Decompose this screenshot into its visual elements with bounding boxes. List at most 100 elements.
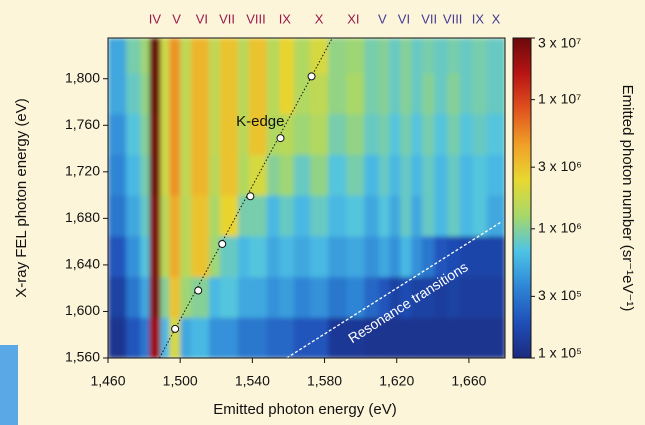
transition-label: VI [196, 11, 208, 26]
transition-label: VI [398, 11, 410, 26]
transition-label: V [172, 11, 181, 26]
heat-cell [108, 317, 127, 358]
colorbar-tick-label: 1 x 10⁷ [538, 90, 581, 106]
heat-cell [209, 38, 221, 74]
heat-cell [472, 195, 488, 237]
heat-cell [411, 72, 423, 115]
heat-cell [279, 195, 295, 237]
heat-cell [169, 113, 181, 155]
side-strip [0, 345, 18, 425]
k-edge-marker [276, 134, 285, 143]
heat-cell [248, 72, 268, 115]
heat-cell [378, 154, 391, 196]
transition-label: XI [347, 11, 359, 26]
heat-cell [108, 235, 127, 278]
colorbar-tick-label: 1 x 10⁵ [538, 345, 582, 361]
heat-cell [434, 276, 448, 318]
heat-cell [126, 113, 142, 155]
heat-cell [346, 317, 365, 358]
heat-cell [310, 195, 329, 237]
heat-cell [364, 317, 380, 358]
heat-cell [447, 38, 461, 74]
heat-cell [209, 154, 221, 196]
heat-cell [472, 317, 488, 358]
heat-cell [248, 38, 268, 74]
heat-cell [293, 195, 311, 237]
plot-frame [107, 37, 506, 359]
heat-cell [279, 235, 295, 278]
heat-cell [447, 235, 461, 278]
heat-cell [328, 154, 347, 196]
heat-cell [293, 154, 311, 196]
heat-cell [346, 113, 365, 155]
heat-cell [108, 195, 127, 237]
heat-cell [434, 195, 448, 237]
heat-cell [237, 38, 250, 74]
heat-cell [400, 113, 412, 155]
heat-cell [149, 72, 161, 115]
heat-cell [328, 113, 347, 155]
y-tick-label: 1,800 [65, 69, 100, 85]
heat-cell [191, 235, 210, 278]
heat-cell [421, 113, 436, 155]
overlay [158, 38, 502, 358]
heat-cell [169, 38, 181, 74]
heat-cell [160, 276, 170, 318]
heat-cell [140, 235, 151, 278]
heat-cell [140, 317, 151, 358]
heat-cell [364, 195, 380, 237]
y-tick-label: 1,720 [65, 163, 100, 179]
heat-cell [219, 113, 239, 155]
heat-cell [346, 38, 365, 74]
heat-cell [237, 317, 250, 358]
heat-cell [140, 276, 151, 318]
heat-cell [421, 195, 436, 237]
k-edge-marker [171, 324, 180, 333]
heat-cell [421, 276, 436, 318]
transition-label: VII [219, 11, 235, 26]
heat-cell [400, 38, 412, 74]
heat-cell [459, 195, 474, 237]
x-axis-label: Emitted photon energy (eV) [213, 401, 396, 418]
heat-cell [378, 195, 391, 237]
heat-cell [389, 113, 401, 155]
heat-cell [191, 154, 210, 196]
heat-cell [389, 317, 401, 358]
heat-cell [126, 154, 142, 196]
y-axis-label: X-ray FEL photon energy (eV) [13, 98, 30, 298]
heat-cell [447, 195, 461, 237]
heat-cell [346, 72, 365, 115]
heat-cell [160, 113, 170, 155]
heat-cell [180, 154, 192, 196]
heat-cell [346, 276, 365, 318]
heat-cell [364, 276, 380, 318]
heat-cell [389, 195, 401, 237]
heat-cell [237, 195, 250, 237]
heat-cell [459, 276, 474, 318]
heat-cell [169, 154, 181, 196]
heat-cell [266, 195, 281, 237]
heat-cell [219, 317, 239, 358]
heat-cell [411, 195, 423, 237]
heat-cell [149, 113, 161, 155]
heat-cell [191, 72, 210, 115]
heat-cell [140, 195, 151, 237]
heat-cell [266, 113, 281, 155]
heat-cell [310, 235, 329, 278]
heat-cell [108, 113, 127, 155]
heat-cell [328, 276, 347, 318]
heat-cell [108, 154, 127, 196]
heat-cell [364, 72, 380, 115]
heat-cell [447, 276, 461, 318]
heat-cell [248, 235, 268, 278]
heat-cell [486, 235, 505, 278]
heat-cell [293, 113, 311, 155]
y-tick-label: 1,640 [65, 256, 100, 272]
heat-cell [400, 195, 412, 237]
x-tick-label: 1,460 [90, 373, 125, 389]
heat-cell [248, 195, 268, 237]
transition-label: IX [472, 11, 485, 26]
heat-cell [421, 154, 436, 196]
heat-cell [248, 113, 268, 155]
